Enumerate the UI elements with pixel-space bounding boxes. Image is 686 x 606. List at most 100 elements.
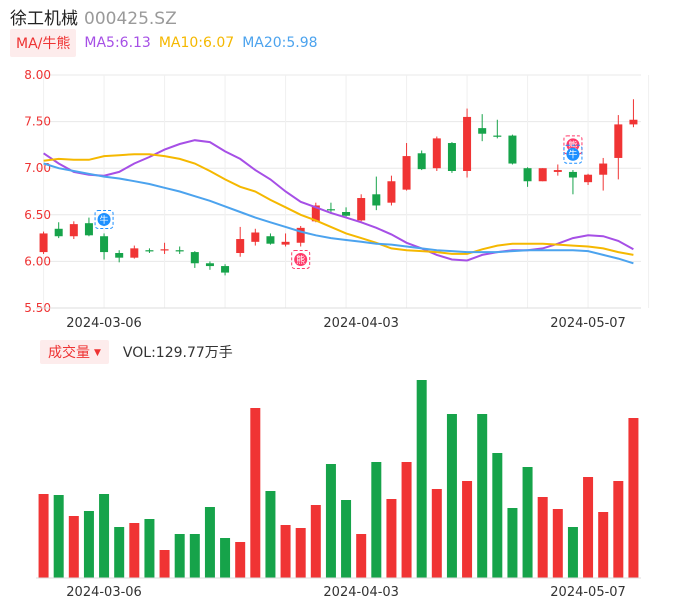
candle-body <box>417 153 426 170</box>
candle-body <box>100 236 109 253</box>
candle-body <box>326 209 335 211</box>
volume-bar <box>356 534 367 578</box>
volume-bar <box>310 505 321 578</box>
volume-bar <box>189 534 200 578</box>
candle-body <box>493 135 502 137</box>
bear-marker-frame <box>291 250 311 270</box>
candle-body <box>84 223 93 236</box>
candle-body <box>599 163 608 175</box>
stock-title: 徐工机械 000425.SZ <box>10 4 177 29</box>
ma-toggle-button[interactable]: MA/牛熊 <box>10 29 77 57</box>
volume-bar <box>114 527 125 578</box>
volume-header: 成交量 ▼ VOL:129.77万手 <box>40 340 233 364</box>
volume-bar <box>295 528 306 578</box>
ma10-line <box>43 153 634 256</box>
volume-bar <box>462 481 473 578</box>
y-tick-label: 8.00 <box>24 68 51 82</box>
candle-body <box>221 266 230 273</box>
volume-bar <box>144 519 155 578</box>
volume-bar <box>129 523 140 578</box>
volume-button-label: 成交量 <box>48 345 90 361</box>
x-tick-label: 2024-04-03 <box>323 316 399 331</box>
volume-bar <box>204 507 215 578</box>
bull-marker-frame <box>94 209 114 229</box>
volume-bar <box>220 538 231 578</box>
candle-body <box>357 198 366 221</box>
volume-bar <box>598 512 609 578</box>
candle-body <box>568 171 577 178</box>
candle-body <box>311 205 320 222</box>
candle-body <box>387 181 396 203</box>
ma20-line <box>43 162 634 265</box>
candle-body <box>251 232 260 242</box>
volume-bar <box>552 509 563 578</box>
volume-bar <box>507 508 518 578</box>
candle-body <box>478 128 487 134</box>
candle-body <box>205 263 214 267</box>
volume-bar <box>83 511 94 578</box>
volume-bar <box>431 489 442 578</box>
bear-marker-label: 熊 <box>296 254 305 266</box>
bull-marker-icon <box>97 212 111 226</box>
candle-body <box>160 249 169 251</box>
volume-bar <box>341 500 352 578</box>
volume-bar <box>446 414 457 578</box>
bear-marker-frame <box>563 135 583 155</box>
volume-x-tick-label: 2024-03-06 <box>66 585 142 600</box>
candle-body <box>402 156 411 190</box>
y-tick-label: 7.50 <box>24 115 51 129</box>
candle-body <box>508 135 517 164</box>
y-tick-label: 6.50 <box>24 208 51 222</box>
volume-bar <box>477 414 488 578</box>
volume-bar <box>401 462 412 578</box>
candle-body <box>145 250 154 252</box>
volume-bar <box>159 550 170 578</box>
candle-body <box>69 224 78 237</box>
candle-body <box>54 228 63 237</box>
volume-bar <box>567 527 578 578</box>
stock-code: 000425.SZ <box>84 9 177 29</box>
volume-readout: VOL:129.77万手 <box>122 345 233 361</box>
candle-body <box>523 168 532 182</box>
candle-body <box>432 138 441 169</box>
candle-body <box>584 174 593 183</box>
candle-body <box>296 227 305 243</box>
volume-bar <box>325 464 336 578</box>
volume-bar <box>99 494 110 578</box>
ma-legend: MA/牛熊 MA5:6.13 MA10:6.07 MA20:5.98 <box>10 29 318 57</box>
volume-bar <box>613 481 624 578</box>
bull-marker-icon <box>566 147 580 161</box>
candle-body <box>463 116 472 171</box>
volume-x-tick-label: 2024-05-07 <box>550 585 626 600</box>
caret-down-icon: ▼ <box>94 348 101 358</box>
ma10-legend: MA10:6.07 <box>158 35 235 51</box>
x-tick-label: 2024-05-07 <box>550 316 626 331</box>
candle-body <box>190 252 199 264</box>
candle-body <box>372 194 381 206</box>
volume-bar <box>250 408 261 578</box>
ma20-legend: MA20:5.98 <box>242 35 318 51</box>
bull-marker-frame <box>563 144 583 164</box>
candle-body <box>342 212 351 216</box>
candle-body <box>39 233 48 253</box>
candle-body <box>538 168 547 182</box>
volume-bar <box>371 462 382 578</box>
volume-bar <box>53 495 64 578</box>
volume-bar <box>265 491 276 578</box>
ma5-legend: MA5:6.13 <box>84 35 151 51</box>
x-tick-label: 2024-03-06 <box>66 316 142 331</box>
candle-body <box>130 248 139 258</box>
ma5-line <box>43 139 634 262</box>
y-tick-label: 7.00 <box>24 161 51 175</box>
volume-bar <box>386 499 397 578</box>
volume-bar <box>174 534 185 578</box>
volume-bar <box>68 516 79 578</box>
volume-indicator-button[interactable]: 成交量 ▼ <box>40 340 109 364</box>
candle-body <box>115 253 124 258</box>
volume-bar <box>537 497 548 578</box>
volume-bar <box>280 525 291 578</box>
candle-body <box>266 236 275 244</box>
volume-bar <box>628 418 639 578</box>
candle-body <box>236 239 245 254</box>
